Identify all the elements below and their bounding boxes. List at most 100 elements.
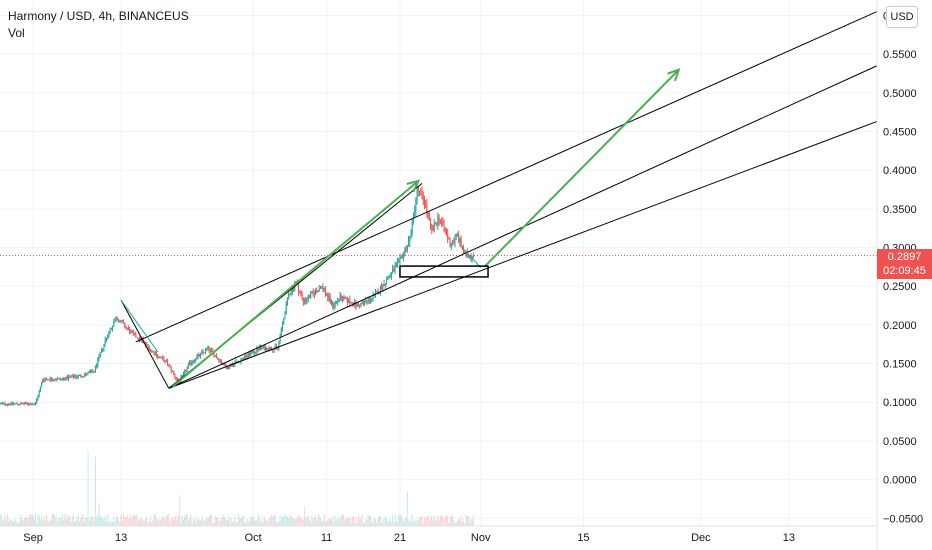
candle-body: [108, 331, 110, 338]
candle-body: [201, 351, 203, 353]
volume-bar: [428, 520, 430, 526]
volume-bar: [361, 514, 363, 526]
candle-body: [130, 331, 132, 333]
volume-bar: [401, 518, 403, 526]
volume-bar: [234, 516, 236, 526]
volume-bar: [5, 519, 7, 526]
candle-body: [37, 396, 39, 400]
candle-body: [159, 356, 161, 358]
volume-label[interactable]: Vol: [8, 26, 25, 40]
green-arrow: [171, 180, 419, 388]
candle-body: [163, 358, 165, 362]
volume-bar: [258, 516, 260, 526]
drawings[interactable]: [120, 11, 878, 389]
candle-body: [124, 322, 126, 328]
candle-body: [368, 299, 370, 302]
price-axis[interactable]: 0.60000.55000.50000.45000.40000.35000.30…: [883, 10, 923, 525]
candle-body: [433, 223, 435, 231]
volume-bar: [241, 516, 243, 526]
volume-bar: [153, 513, 155, 526]
candle-body: [92, 370, 94, 372]
volume-bar: [375, 519, 377, 526]
candle-body: [76, 376, 78, 378]
candle-body: [190, 361, 192, 364]
candle-body: [382, 284, 384, 290]
candle-body: [436, 224, 438, 226]
volume-bar: [293, 518, 295, 526]
volume-bar: [214, 515, 216, 526]
candle-body: [110, 328, 112, 330]
candle-body: [16, 403, 18, 405]
candle-body: [406, 245, 408, 251]
candle-body: [470, 257, 472, 259]
volume-bar: [80, 518, 82, 526]
candle-body: [54, 379, 56, 381]
volume-bar: [127, 518, 129, 526]
volume-bar: [3, 520, 5, 526]
y-tick-label: 0.0500: [883, 436, 917, 448]
candle-body: [109, 329, 111, 332]
candle-body: [61, 378, 63, 380]
candle-body: [118, 319, 120, 323]
symbol-label[interactable]: Harmony / USD, 4h, BINANCEUS: [8, 9, 189, 23]
time-axis[interactable]: Sep 13 Oct 11 21 Nov 15 Dec 13: [23, 532, 795, 544]
candle-body: [441, 219, 443, 222]
volume-bar: [48, 521, 50, 526]
candle-body: [223, 363, 225, 365]
volume-bar: [339, 518, 341, 526]
candle-body: [213, 352, 215, 357]
y-tick-label: 0.1500: [883, 359, 917, 371]
candle-body: [264, 347, 266, 350]
volume-bar: [305, 517, 307, 526]
candle-body: [152, 350, 154, 352]
candle-body: [379, 286, 381, 292]
volume-bar: [421, 515, 423, 526]
y-tick-label: 0.2500: [883, 281, 917, 293]
volume-bar: [430, 517, 432, 526]
candle-body: [179, 381, 181, 383]
volume-bar: [255, 520, 257, 526]
volume-bar: [278, 521, 280, 526]
volume-bar: [88, 521, 90, 526]
volume-bar: [308, 519, 310, 526]
candle-body: [307, 295, 309, 300]
volume-bar: [408, 521, 410, 526]
volume-bar: [87, 450, 89, 526]
volume-bar: [341, 514, 343, 526]
volume-bar: [75, 520, 77, 526]
candle-body: [361, 303, 363, 305]
volume-bar: [109, 522, 111, 526]
candle-body: [60, 378, 62, 380]
candle-body: [70, 377, 72, 379]
volume-bar: [252, 516, 254, 526]
volume-bar: [107, 514, 109, 526]
volume-bar: [437, 515, 439, 526]
candle-body: [30, 403, 32, 405]
candle-body: [466, 252, 468, 257]
y-tick-label: 0.5000: [883, 88, 917, 100]
volume-bar: [180, 522, 182, 526]
volume-bar: [130, 515, 132, 526]
volume-bar: [436, 520, 438, 526]
volume-bar: [145, 518, 147, 526]
candle-body: [250, 352, 252, 356]
volume-bar: [63, 520, 65, 526]
candle-body: [145, 341, 147, 345]
candle-body: [113, 322, 115, 327]
volume-bar: [244, 522, 246, 526]
candle-body: [459, 239, 461, 242]
volume-bar: [434, 519, 436, 526]
candle-body: [212, 350, 214, 353]
candle-body: [154, 353, 156, 355]
candle-body: [176, 379, 178, 381]
volume-bar: [365, 518, 367, 526]
candle-body: [404, 248, 406, 254]
volume-bar: [319, 518, 321, 526]
volume-bar: [382, 519, 384, 526]
currency-button[interactable]: USD: [886, 6, 918, 28]
candle-body: [299, 291, 301, 293]
candle-body: [214, 355, 216, 357]
candle-body: [442, 221, 444, 223]
candle-body: [351, 302, 353, 306]
